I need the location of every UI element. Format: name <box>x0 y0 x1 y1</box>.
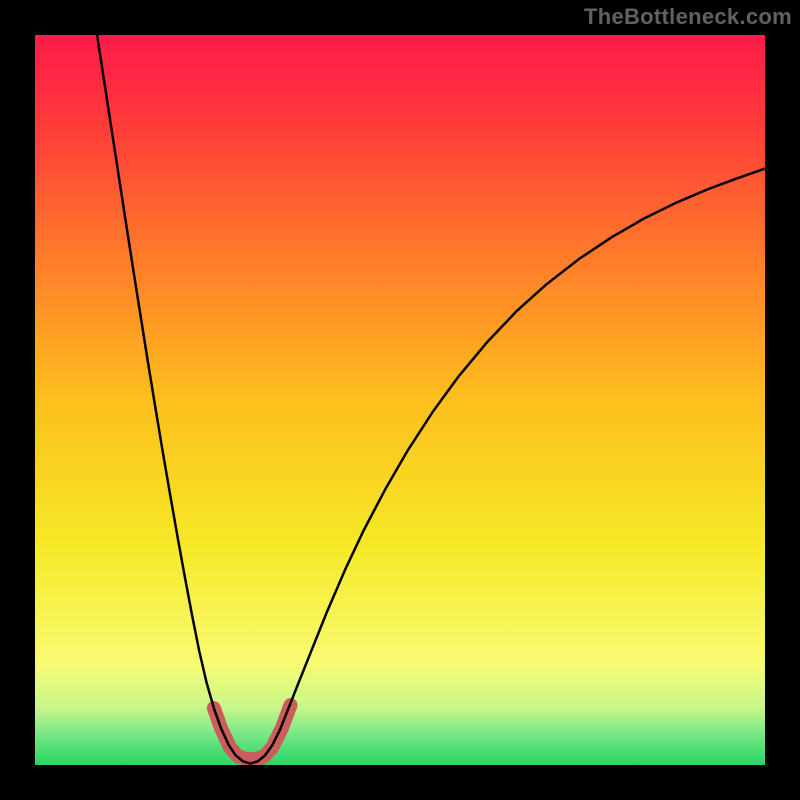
bottleneck-curve-chart <box>0 0 800 800</box>
chart-stage: { "meta": { "watermark": "TheBottleneck.… <box>0 0 800 800</box>
watermark-label: TheBottleneck.com <box>584 4 792 30</box>
gradient-plot-area <box>35 35 765 765</box>
